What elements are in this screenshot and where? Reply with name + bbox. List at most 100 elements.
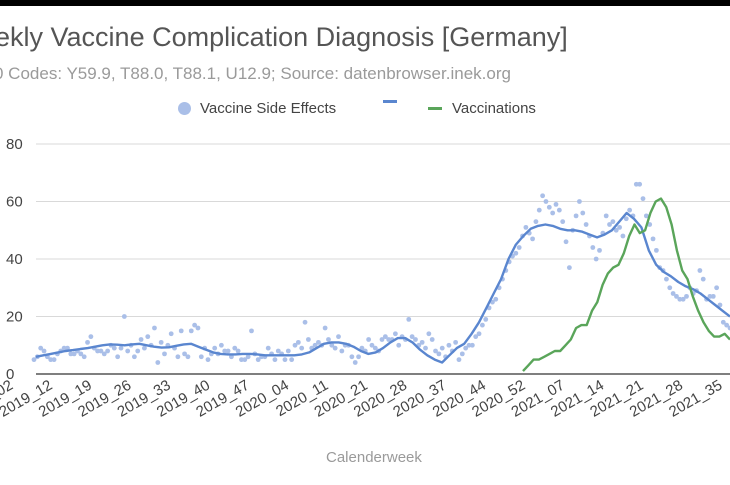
scatter-point xyxy=(536,207,542,213)
scatter-point xyxy=(530,236,535,242)
scatter-point xyxy=(135,348,141,354)
scatter-point xyxy=(627,207,633,213)
scatter-point xyxy=(386,337,392,342)
scatter-point xyxy=(242,357,248,363)
scatter-point xyxy=(439,345,445,351)
scatter-point xyxy=(610,219,616,225)
scatter-point xyxy=(593,256,599,262)
scatter-point xyxy=(205,357,211,363)
scatter-point xyxy=(533,219,539,225)
scatter-point xyxy=(326,337,331,342)
scatter-point xyxy=(667,285,673,291)
scatter-point xyxy=(459,351,465,357)
scatter-point xyxy=(235,348,241,354)
scatter-point xyxy=(617,224,622,230)
scatter-point xyxy=(382,334,388,340)
chart-title: eekly Vaccine Complication Diagnosis [Ge… xyxy=(0,22,568,52)
scatter-point xyxy=(372,345,378,351)
y-tick-label: 60 xyxy=(6,194,23,211)
legend-item-trend xyxy=(383,100,407,103)
scatter-point xyxy=(476,331,482,337)
scatter-point xyxy=(188,328,194,334)
scatter-point xyxy=(419,339,425,345)
scatter-point xyxy=(433,348,438,354)
scatter-point xyxy=(145,334,151,340)
scatter-point xyxy=(292,342,298,348)
scatter-point xyxy=(125,348,131,354)
scatter-point xyxy=(349,354,355,360)
scatter-point xyxy=(255,357,261,363)
scatter-point xyxy=(302,319,308,325)
legend-item-side-effects: Vaccine Side Effects xyxy=(178,100,336,117)
scatter-point xyxy=(316,339,321,345)
scatter-point xyxy=(218,342,224,348)
scatter-point xyxy=(212,345,218,351)
scatter-point xyxy=(633,181,639,187)
y-tick-label: 80 xyxy=(6,136,23,153)
scatter-point xyxy=(121,314,127,319)
scatter-point xyxy=(680,296,686,302)
scatter-point xyxy=(466,342,472,348)
scatter-point xyxy=(717,302,723,308)
scatter-point xyxy=(352,360,358,365)
scatter-point xyxy=(392,331,398,337)
scatter-point xyxy=(369,342,375,348)
scatter-point xyxy=(573,213,579,219)
scatter-point xyxy=(563,239,569,245)
scatter-point xyxy=(516,245,522,250)
scatter-point xyxy=(597,247,602,253)
y-tick-label: 20 xyxy=(6,309,23,326)
scatter-point xyxy=(158,339,164,345)
scatter-point xyxy=(426,331,432,337)
scatter-point xyxy=(51,357,57,363)
scatter-point xyxy=(239,357,244,363)
scatter-point xyxy=(637,181,643,187)
scatter-point xyxy=(540,193,546,199)
scatter-point xyxy=(152,325,157,331)
scatter-point xyxy=(409,334,415,340)
scatter-point xyxy=(98,348,104,354)
scatter-point xyxy=(714,285,720,291)
scatter-point xyxy=(493,296,499,302)
scatter-point xyxy=(65,345,70,351)
legend-label-side-effects: Vaccine Side Effects xyxy=(200,100,337,117)
scatter-point xyxy=(289,357,295,363)
scatter-point xyxy=(429,337,435,342)
scatter-point xyxy=(556,207,562,213)
scatter-point xyxy=(41,348,47,354)
scatter-point xyxy=(396,342,402,348)
scatter-point xyxy=(282,357,288,363)
scatter-point xyxy=(105,348,111,354)
scatter-point xyxy=(222,348,228,354)
scatter-point xyxy=(583,222,589,227)
scatter-point xyxy=(546,204,552,210)
scatter-point xyxy=(577,199,582,204)
scatter-point xyxy=(603,213,609,219)
scatter-point xyxy=(379,337,385,342)
scatter-point xyxy=(232,345,238,351)
y-tick-label: 40 xyxy=(6,251,23,268)
scatter-point xyxy=(446,342,452,348)
scatter-point xyxy=(88,334,94,340)
legend-marker-side-effects xyxy=(178,102,191,115)
scatter-point xyxy=(456,357,462,363)
scatter-point xyxy=(322,325,328,331)
scatter-point xyxy=(473,334,479,340)
scatter-point xyxy=(162,351,167,357)
scatter-point xyxy=(299,345,305,351)
scatter-point xyxy=(674,293,679,299)
scatter-point xyxy=(560,219,566,225)
scatter-point xyxy=(68,351,74,357)
scatter-point xyxy=(115,354,121,360)
scatter-point xyxy=(677,296,683,302)
scatter-point xyxy=(366,337,372,342)
scatter-point xyxy=(413,337,418,342)
scatter-point xyxy=(724,322,730,328)
scatter-point xyxy=(31,357,37,363)
scatter-point xyxy=(336,334,341,340)
scatter-point xyxy=(198,354,204,360)
scatter-point xyxy=(640,196,646,202)
scatter-point xyxy=(38,345,44,351)
scatter-point xyxy=(436,351,442,357)
scatter-point xyxy=(131,354,137,360)
